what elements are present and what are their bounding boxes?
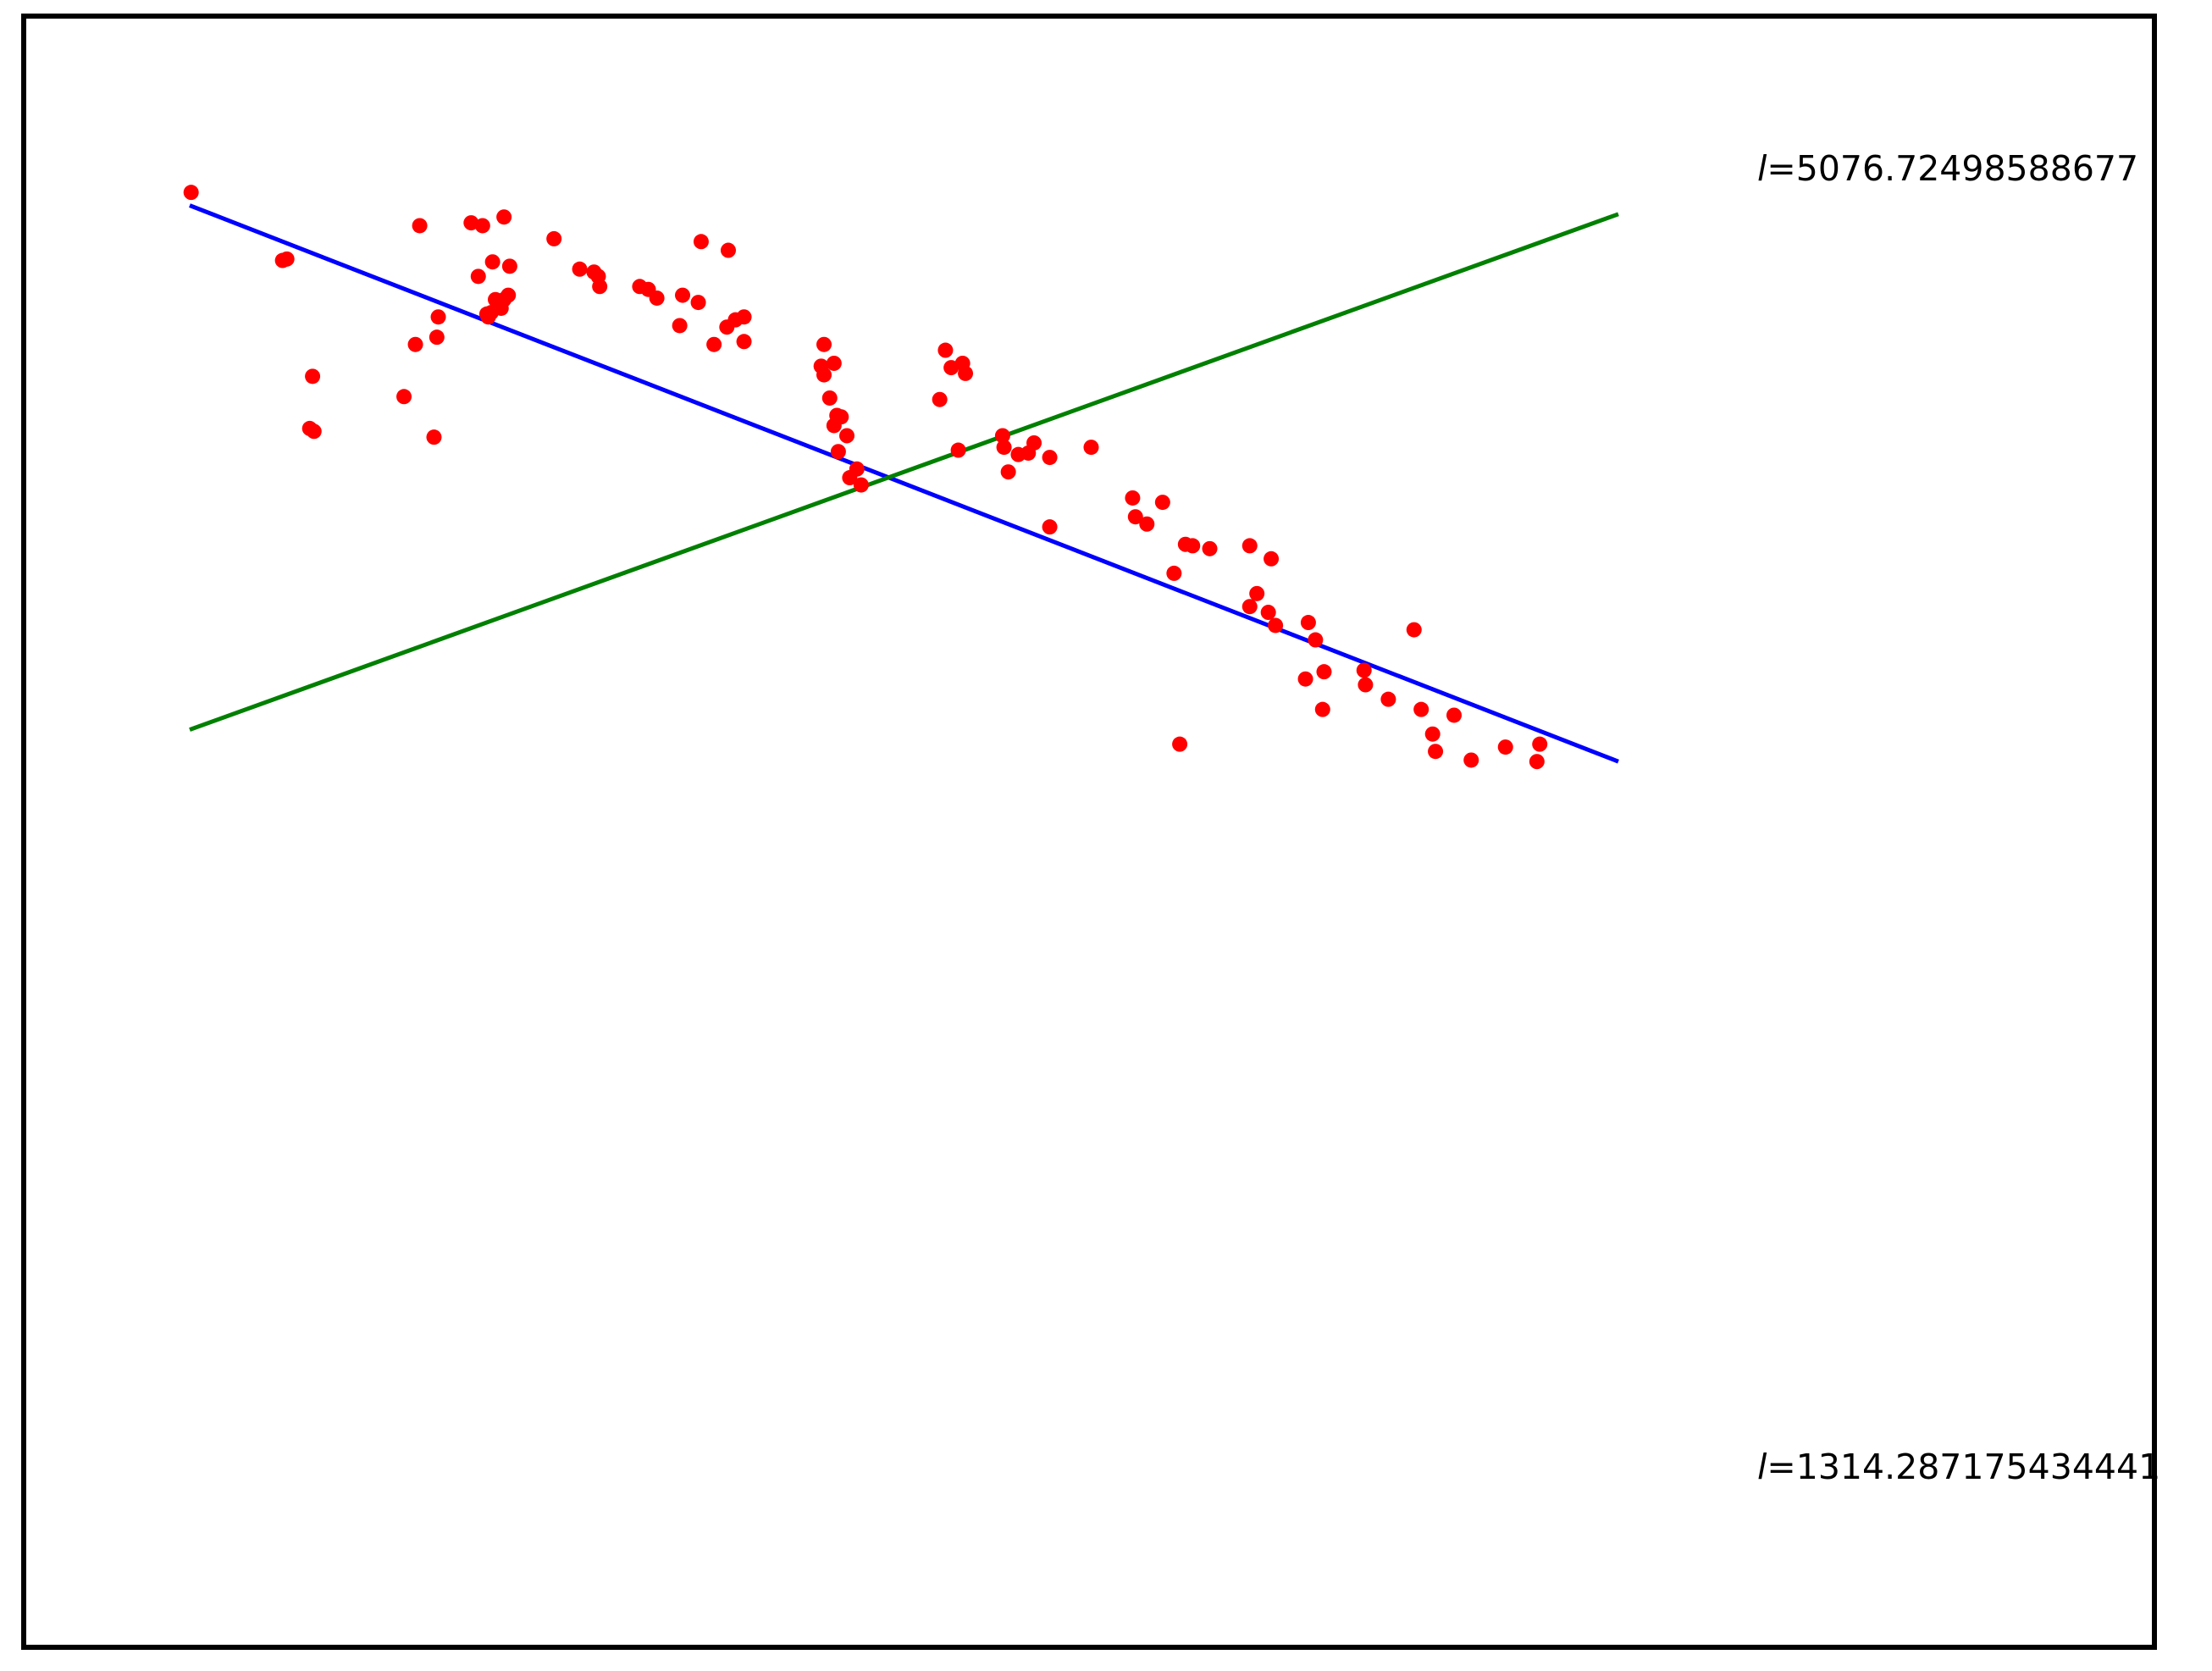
data-point <box>1249 585 1265 601</box>
data-point <box>842 470 858 486</box>
data-point <box>1532 736 1548 752</box>
data-point <box>821 390 838 406</box>
data-point <box>1264 551 1280 567</box>
data-point <box>1424 726 1441 742</box>
data-point <box>1042 519 1058 535</box>
data-point <box>720 242 736 258</box>
data-point <box>690 295 706 311</box>
data-point <box>649 290 665 306</box>
data-point <box>305 368 321 385</box>
data-point <box>279 251 295 267</box>
data-point <box>1463 752 1479 768</box>
data-point <box>1042 450 1058 466</box>
data-point <box>1308 632 1324 648</box>
data-point <box>1083 440 1099 456</box>
data-point <box>1241 599 1258 615</box>
annotation-top-prefix: l <box>1757 148 1767 189</box>
data-point <box>463 215 479 231</box>
data-point <box>693 234 709 250</box>
data-point <box>1300 615 1316 631</box>
data-point <box>672 318 688 334</box>
data-point <box>1314 701 1330 717</box>
data-point <box>430 309 446 325</box>
annotation-bottom-value: =1314.287175434441 <box>1767 1447 2160 1487</box>
data-point <box>1406 622 1422 638</box>
data-point <box>470 268 486 285</box>
data-point <box>727 312 744 328</box>
lines-layer <box>189 203 1619 764</box>
data-point <box>937 342 954 358</box>
points-layer <box>183 185 1548 770</box>
data-point <box>592 279 608 295</box>
annotation-top-value: =5076.72498588677 <box>1767 148 2138 189</box>
data-point <box>496 209 512 225</box>
data-point <box>183 185 199 201</box>
data-point <box>839 428 855 444</box>
data-point <box>1316 664 1332 680</box>
annotation-bottom-prefix: l <box>1757 1447 1767 1487</box>
data-point <box>407 336 423 352</box>
data-point <box>1185 538 1201 554</box>
data-point <box>675 287 691 303</box>
data-point <box>1428 744 1444 760</box>
data-point <box>1413 701 1430 717</box>
data-point <box>996 440 1012 456</box>
data-point <box>830 444 846 460</box>
data-point <box>1000 464 1016 480</box>
data-point <box>396 389 412 405</box>
data-point <box>1446 707 1462 723</box>
data-point <box>943 360 959 376</box>
data-point <box>1297 671 1313 687</box>
data-point <box>736 334 752 350</box>
data-point <box>958 365 974 381</box>
data-point <box>1166 565 1182 581</box>
data-point <box>950 442 966 458</box>
data-point <box>1127 509 1143 525</box>
data-point <box>429 329 445 346</box>
data-point <box>306 423 322 440</box>
data-point <box>1356 662 1372 678</box>
major-axis-line <box>189 203 1619 764</box>
annotation-top: l=5076.72498588677 <box>1757 148 2138 189</box>
data-point <box>412 218 428 234</box>
minor-axis-line <box>189 212 1619 732</box>
data-point <box>826 418 842 434</box>
data-point <box>500 287 517 303</box>
data-point <box>1268 617 1284 634</box>
data-point <box>816 367 832 383</box>
chart-frame <box>21 14 2157 1650</box>
data-point <box>474 218 490 234</box>
data-point <box>1529 754 1545 770</box>
data-point <box>706 336 722 352</box>
data-point <box>1241 538 1258 554</box>
data-point <box>546 230 562 246</box>
data-point <box>1380 691 1396 707</box>
data-point <box>1026 434 1042 451</box>
data-point <box>932 391 948 407</box>
annotation-bottom: l=1314.287175434441 <box>1757 1447 2160 1487</box>
data-point <box>1260 605 1276 621</box>
data-point <box>484 254 500 270</box>
data-point <box>488 291 504 307</box>
data-point <box>1172 736 1188 752</box>
data-point <box>426 429 442 445</box>
data-point <box>1202 540 1218 556</box>
data-point <box>826 355 842 371</box>
data-point <box>1154 495 1170 511</box>
data-point <box>1125 490 1141 506</box>
data-point <box>572 261 588 277</box>
data-point <box>1358 677 1374 693</box>
data-point <box>994 428 1010 444</box>
data-point <box>853 477 869 493</box>
data-point <box>1497 739 1513 755</box>
data-point <box>501 258 517 274</box>
data-point <box>1139 516 1155 532</box>
data-point <box>816 336 832 352</box>
